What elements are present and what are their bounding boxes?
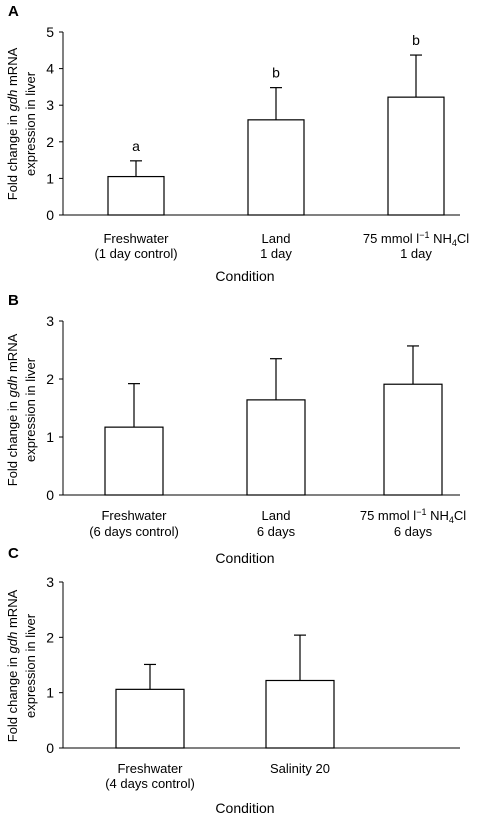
y-tick-label: 0 — [46, 487, 54, 503]
y-tick-label: 3 — [46, 574, 54, 590]
y-tick-label: 1 — [46, 429, 54, 445]
x-tick-label-line2: (6 days control) — [89, 524, 179, 539]
bar — [107, 175, 165, 216]
y-tick-label: 0 — [46, 740, 54, 756]
y-tick-label: 2 — [46, 629, 54, 645]
x-tick-label-line1: Freshwater — [103, 231, 169, 246]
y-axis-label-line2: expression in liver — [23, 71, 38, 176]
y-tick-label: 0 — [46, 207, 54, 223]
significance-letter: a — [132, 138, 140, 154]
panel-label: A — [8, 3, 19, 20]
x-tick-label-line1: Freshwater — [117, 761, 183, 776]
y-tick-label: 1 — [46, 170, 54, 186]
x-tick-label-line1: Land — [262, 508, 291, 523]
x-tick-label-line1: 75 mmol l−1 NH4Cl — [360, 507, 466, 525]
y-tick-label: 3 — [46, 313, 54, 329]
bar — [387, 96, 445, 216]
significance-letter: b — [272, 65, 280, 81]
x-axis-label: Condition — [215, 800, 274, 816]
bar — [104, 426, 164, 496]
x-tick-label-line2: 1 day — [260, 246, 292, 261]
x-tick-label-line1: Freshwater — [101, 508, 167, 523]
bar — [246, 399, 306, 496]
x-tick-label-line1: Land — [262, 231, 291, 246]
bar — [265, 679, 335, 749]
x-axis-label: Condition — [215, 550, 274, 566]
bar — [383, 383, 443, 496]
x-tick-label-line1: 75 mmol l−1 NH4Cl — [363, 230, 469, 248]
y-axis-label-line2: expression in liver — [23, 357, 38, 462]
y-tick-label: 3 — [46, 97, 54, 113]
bar — [247, 119, 305, 216]
panel-label: C — [8, 545, 19, 562]
significance-letter: b — [412, 32, 420, 48]
x-tick-label-line2: 6 days — [257, 524, 296, 539]
y-axis-label-line1: Fold change in gdh mRNA — [5, 47, 20, 200]
y-tick-label: 2 — [46, 371, 54, 387]
y-axis-label-line2: expression in liver — [23, 613, 38, 718]
y-tick-label: 2 — [46, 134, 54, 150]
x-tick-label-line2: (1 day control) — [94, 246, 177, 261]
x-tick-label-line2: 6 days — [394, 524, 433, 539]
y-tick-label: 5 — [46, 24, 54, 40]
x-axis-label: Condition — [215, 268, 274, 284]
panel-a: A 0 1 2 3 4 5 Fold change in gdh mRNAexpression… — [5, 3, 469, 284]
x-tick-label-line2: (4 days control) — [105, 776, 195, 791]
y-tick-label: 1 — [46, 685, 54, 701]
x-tick-label-line2: 1 day — [400, 246, 432, 261]
x-tick-label-line1: Salinity 20 — [270, 761, 330, 776]
bar — [115, 688, 185, 749]
y-axis-label-line1: Fold change in gdh mRNA — [5, 589, 20, 742]
y-tick-label: 4 — [46, 61, 54, 77]
panel-label: B — [8, 292, 19, 309]
y-axis-label-line1: Fold change in gdh mRNA — [5, 333, 20, 486]
